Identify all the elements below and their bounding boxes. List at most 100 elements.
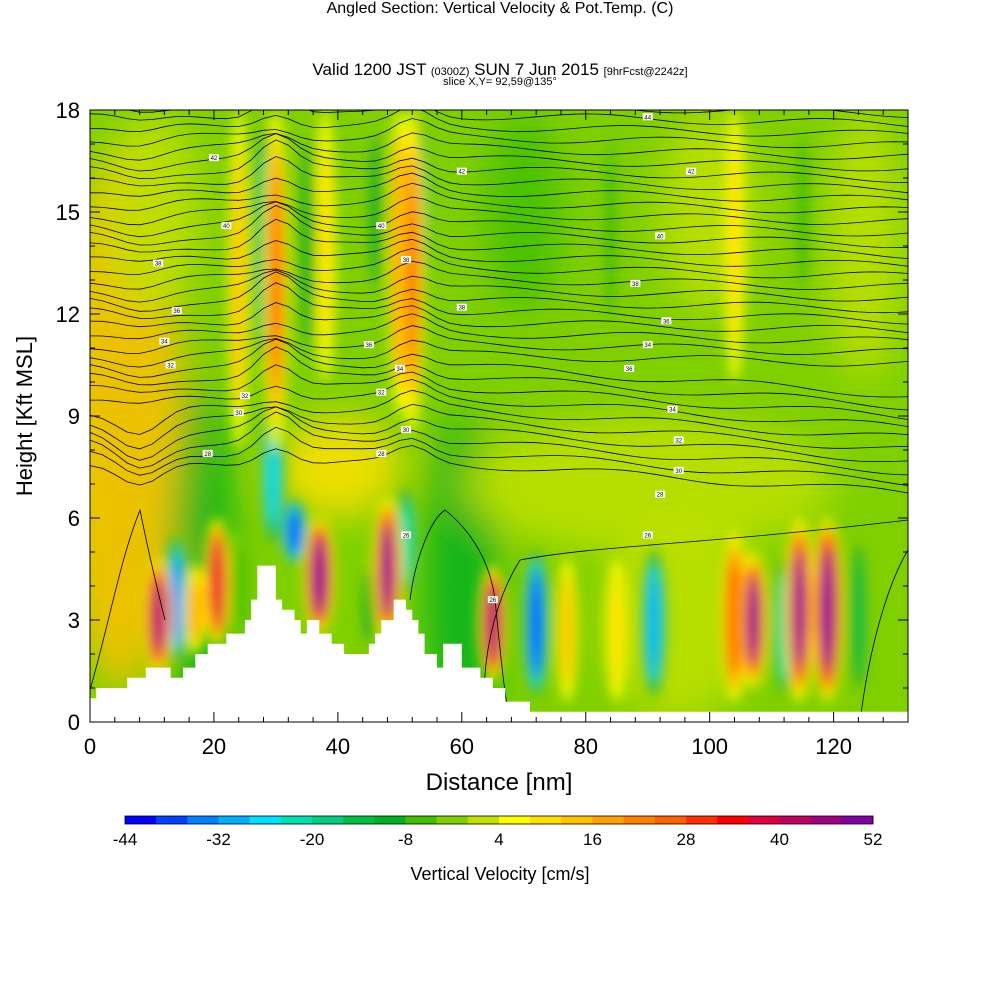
slice-label: slice X,Y= 92,59@135° — [443, 76, 557, 88]
svg-text:28: 28 — [657, 493, 664, 499]
colorbar-swatch — [841, 816, 874, 824]
svg-text:34: 34 — [669, 408, 676, 414]
theta-label: 26 — [401, 531, 412, 540]
x-tick-label: 0 — [84, 734, 96, 759]
updraft-cell — [314, 540, 325, 612]
downdraft-cell — [362, 569, 376, 644]
colorbar-swatch — [748, 816, 780, 824]
theta-contour — [90, 302, 908, 334]
colorbar: -44 -32 -20 -8 4 16 28 40 52 — [113, 815, 882, 849]
theta-label: 26 — [642, 531, 653, 540]
svg-text:40: 40 — [657, 234, 664, 240]
theta-contour — [90, 110, 908, 137]
upper-ascent-cell — [727, 140, 741, 352]
downdraft-cell — [400, 503, 412, 581]
theta-contour — [90, 132, 908, 161]
svg-text:32: 32 — [675, 438, 682, 444]
colorbar-tick-label: -20 — [300, 830, 325, 849]
y-tick-label: 9 — [68, 404, 80, 429]
y-tick-label: 0 — [68, 710, 80, 735]
theta-label: 44 — [642, 113, 653, 121]
svg-text:38: 38 — [403, 258, 410, 264]
svg-text:42: 42 — [688, 170, 695, 176]
theta-contour — [90, 411, 908, 476]
upper-ascent-cell — [231, 148, 246, 412]
downdraft-cell — [267, 424, 279, 527]
theta-contour — [90, 445, 908, 494]
theta-label: 34 — [667, 405, 678, 414]
theta-label: 34 — [394, 364, 405, 373]
forecast-label: [9hrFcst@2242z] — [603, 66, 688, 78]
colorbar-tick-label: 28 — [677, 830, 696, 849]
theta-contour — [90, 247, 908, 279]
svg-text:38: 38 — [458, 306, 465, 312]
colorbar-swatch — [810, 816, 843, 824]
colorbar-swatch — [779, 816, 811, 824]
updraft-cell — [729, 560, 740, 673]
svg-text:30: 30 — [675, 469, 682, 475]
colorbar-tick-label: 4 — [494, 830, 503, 849]
theta-contour — [90, 269, 908, 303]
svg-text:30: 30 — [235, 411, 242, 417]
theta-contour — [90, 196, 908, 226]
theta-contour — [90, 406, 908, 462]
updraft-cell — [748, 578, 758, 662]
theta-label: 28 — [202, 449, 213, 458]
y-tick-label: 3 — [68, 608, 80, 633]
svg-text:36: 36 — [173, 309, 180, 315]
downdraft-cell — [232, 543, 246, 629]
upper-descent-cell — [300, 140, 314, 352]
svg-text:40: 40 — [378, 224, 385, 230]
theta-contour — [90, 110, 908, 127]
y-tick-label: 6 — [68, 506, 80, 531]
theta-label: 40 — [655, 232, 666, 240]
field-blob — [486, 110, 561, 314]
valid-utc: (0300Z) — [430, 66, 470, 78]
svg-text:30: 30 — [403, 428, 410, 434]
field-blob — [461, 416, 834, 552]
colorbar-swatch — [592, 816, 624, 824]
x-tick-label: 40 — [326, 734, 350, 759]
theta-contour — [90, 201, 908, 238]
svg-text:40: 40 — [223, 224, 230, 230]
theta-contour — [90, 364, 908, 420]
theta-contour — [90, 271, 908, 314]
colorbar-swatch — [374, 816, 406, 824]
colorbar-tick-label: -8 — [398, 830, 413, 849]
field-blob — [827, 110, 902, 382]
colorbar-swatch — [312, 816, 344, 824]
svg-text:34: 34 — [397, 367, 404, 373]
y-tick-label: 12 — [56, 302, 80, 327]
theta-contour — [90, 338, 908, 398]
colorbar-swatch — [530, 816, 562, 824]
svg-text:38: 38 — [155, 262, 162, 268]
theta-contour — [90, 156, 908, 194]
colorbar-swatch — [686, 816, 718, 824]
theta-label: 32 — [165, 361, 176, 370]
potential-temperature-labels: 28 30 32 32 34 36 38 40 42 28 30 32 34 36 38 38 40 42 26 26… — [153, 113, 697, 604]
theta-contour — [90, 426, 908, 486]
theta-label: 34 — [642, 341, 653, 349]
svg-text:36: 36 — [626, 367, 633, 373]
downdraft-cell — [852, 557, 865, 677]
downdraft-cell — [648, 573, 659, 674]
updraft-cell — [211, 541, 223, 624]
updraft-cell — [153, 580, 164, 653]
svg-text:32: 32 — [242, 394, 249, 400]
theta-contour — [90, 313, 908, 344]
potential-temperature-contours — [90, 110, 908, 722]
x-tick-label: 100 — [691, 734, 728, 759]
y-axis-label: Height [Kft MSL] — [12, 336, 37, 496]
theta-label: 42 — [456, 167, 467, 176]
theta-label: 38 — [401, 256, 412, 264]
updraft-cell — [406, 164, 418, 379]
theta-label: 38 — [630, 279, 641, 288]
theta-label: 30 — [673, 466, 684, 475]
velocity-field-cells — [143, 110, 870, 702]
svg-text:28: 28 — [204, 452, 211, 458]
colorbar-label: Vertical Velocity [cm/s] — [410, 864, 589, 884]
theta-contour — [90, 403, 908, 450]
title-tag: (C) — [651, 0, 674, 17]
x-tick-label: 60 — [450, 734, 474, 759]
